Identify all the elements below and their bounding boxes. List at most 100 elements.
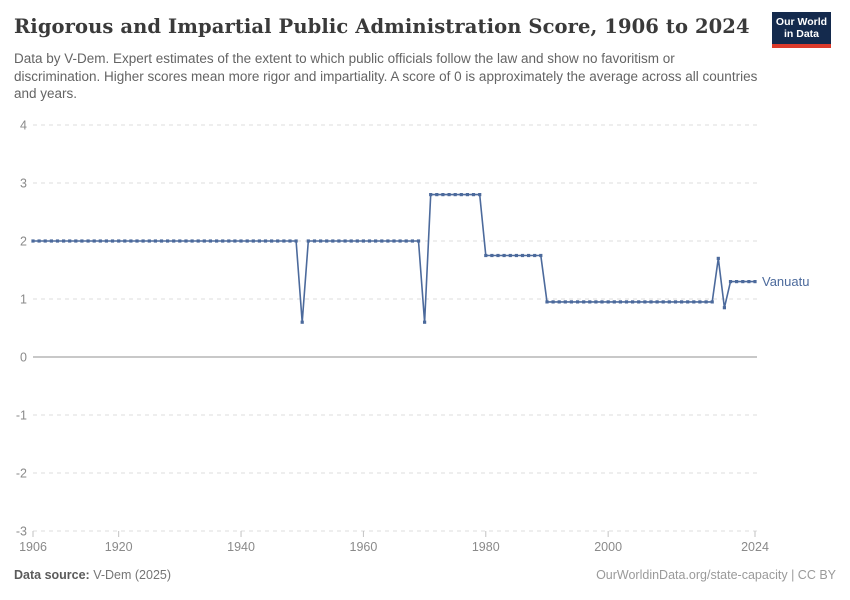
series-point[interactable] bbox=[588, 300, 592, 304]
series-point[interactable] bbox=[282, 239, 286, 243]
series-point[interactable] bbox=[435, 193, 439, 197]
series-point[interactable] bbox=[576, 300, 580, 304]
series-point[interactable] bbox=[294, 239, 298, 243]
series-point[interactable] bbox=[502, 253, 506, 258]
series-point[interactable] bbox=[202, 239, 206, 243]
series-label[interactable]: Vanuatu bbox=[762, 274, 809, 289]
series-point[interactable] bbox=[62, 239, 66, 243]
series-point[interactable] bbox=[221, 239, 225, 243]
series-point[interactable] bbox=[655, 300, 659, 304]
series-point[interactable] bbox=[129, 239, 133, 243]
series-point[interactable] bbox=[643, 300, 647, 304]
series-point[interactable] bbox=[374, 239, 378, 243]
series-point[interactable] bbox=[624, 300, 629, 304]
series-point[interactable] bbox=[257, 239, 261, 243]
series-point[interactable] bbox=[747, 280, 751, 284]
series-point[interactable] bbox=[135, 239, 139, 243]
series-point[interactable] bbox=[484, 253, 488, 258]
series-point[interactable] bbox=[110, 239, 115, 243]
series-point[interactable] bbox=[361, 239, 365, 243]
series-point[interactable] bbox=[196, 239, 200, 243]
series-point[interactable] bbox=[147, 239, 151, 243]
series-point[interactable] bbox=[735, 280, 739, 284]
series-point[interactable] bbox=[43, 239, 47, 243]
series-line[interactable] bbox=[33, 193, 755, 324]
series-point[interactable] bbox=[331, 239, 335, 243]
series-point[interactable] bbox=[172, 239, 176, 243]
series-point[interactable] bbox=[600, 300, 604, 304]
series-point[interactable] bbox=[37, 239, 41, 243]
series-point[interactable] bbox=[312, 239, 317, 243]
series-point[interactable] bbox=[551, 300, 555, 304]
series-point[interactable] bbox=[178, 239, 182, 243]
series-point[interactable] bbox=[190, 239, 194, 243]
series-point[interactable] bbox=[698, 300, 702, 304]
series-point[interactable] bbox=[306, 239, 310, 243]
series-point[interactable] bbox=[319, 239, 323, 243]
series-point[interactable] bbox=[227, 239, 231, 243]
series-point[interactable] bbox=[716, 256, 720, 260]
series-point[interactable] bbox=[153, 239, 157, 243]
series-point[interactable] bbox=[459, 193, 463, 197]
series-point[interactable] bbox=[380, 239, 384, 243]
series-point[interactable] bbox=[233, 239, 237, 243]
series-point[interactable] bbox=[490, 253, 494, 258]
series-point[interactable] bbox=[251, 239, 255, 243]
series-point[interactable] bbox=[637, 300, 641, 304]
series-point[interactable] bbox=[520, 253, 525, 258]
series-point[interactable] bbox=[208, 239, 212, 243]
series-point[interactable] bbox=[680, 300, 684, 304]
series-point[interactable] bbox=[447, 193, 451, 197]
series-point[interactable] bbox=[527, 253, 531, 258]
series-point[interactable] bbox=[55, 239, 60, 243]
series-point[interactable] bbox=[355, 239, 359, 243]
series-point[interactable] bbox=[545, 300, 549, 304]
series-point[interactable] bbox=[618, 300, 622, 304]
series-point[interactable] bbox=[441, 193, 445, 197]
series-point[interactable] bbox=[496, 253, 500, 258]
series-point[interactable] bbox=[631, 300, 635, 304]
series-point[interactable] bbox=[104, 239, 108, 243]
series-point[interactable] bbox=[239, 239, 243, 243]
series-point[interactable] bbox=[367, 239, 372, 243]
series-point[interactable] bbox=[98, 239, 102, 243]
series-point[interactable] bbox=[741, 280, 745, 284]
series-point[interactable] bbox=[704, 300, 708, 304]
series-point[interactable] bbox=[594, 300, 598, 304]
series-point[interactable] bbox=[686, 300, 690, 304]
series-point[interactable] bbox=[263, 239, 268, 243]
series-point[interactable] bbox=[557, 300, 561, 304]
series-point[interactable] bbox=[325, 239, 329, 243]
series-point[interactable] bbox=[80, 239, 84, 243]
series-point[interactable] bbox=[692, 300, 696, 304]
series-point[interactable] bbox=[539, 253, 543, 258]
series-point[interactable] bbox=[416, 239, 421, 243]
series-point[interactable] bbox=[343, 239, 347, 243]
series-point[interactable] bbox=[673, 300, 678, 304]
series-point[interactable] bbox=[184, 239, 188, 243]
series-point[interactable] bbox=[276, 239, 280, 243]
series-point[interactable] bbox=[166, 239, 170, 243]
series-point[interactable] bbox=[514, 253, 518, 258]
series-point[interactable] bbox=[606, 300, 610, 304]
series-point[interactable] bbox=[123, 239, 127, 243]
series-point[interactable] bbox=[478, 193, 482, 197]
series-point[interactable] bbox=[465, 193, 469, 197]
series-point[interactable] bbox=[398, 239, 402, 243]
series-point[interactable] bbox=[508, 253, 512, 258]
series-point[interactable] bbox=[710, 300, 714, 304]
series-point[interactable] bbox=[288, 239, 292, 243]
series-point[interactable] bbox=[410, 239, 414, 243]
series-point[interactable] bbox=[471, 193, 476, 197]
series-point[interactable] bbox=[117, 239, 121, 243]
series-point[interactable] bbox=[215, 239, 219, 243]
series-point[interactable] bbox=[86, 239, 90, 243]
series-point[interactable] bbox=[728, 280, 733, 284]
series-point[interactable] bbox=[31, 239, 35, 243]
series-point[interactable] bbox=[563, 300, 567, 304]
series-point[interactable] bbox=[159, 239, 164, 243]
series-point[interactable] bbox=[569, 300, 573, 304]
series-point[interactable] bbox=[612, 300, 616, 304]
series-point[interactable] bbox=[533, 253, 537, 258]
